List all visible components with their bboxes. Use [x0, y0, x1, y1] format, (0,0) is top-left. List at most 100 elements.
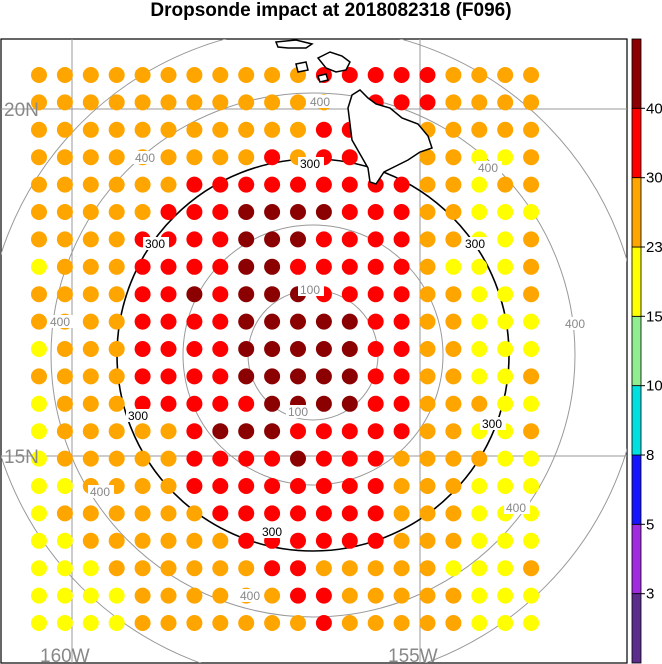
colorbar: 3 5 8 10 15 23 30 40	[631, 38, 662, 664]
impact-dot	[315, 532, 332, 549]
impact-dot	[82, 176, 99, 193]
impact-dot	[56, 204, 73, 220]
impact-dot	[471, 204, 488, 220]
impact-dot	[497, 67, 514, 83]
impact-dot	[160, 176, 177, 193]
impact-dot	[445, 231, 462, 248]
impact-dot	[212, 395, 229, 412]
impact-dot	[31, 615, 47, 631]
impact-dot	[160, 532, 177, 549]
impact-dot	[523, 121, 540, 138]
range-ring-200	[182, 224, 444, 486]
impact-dot	[186, 204, 203, 220]
impact-dot	[445, 450, 462, 467]
impact-dot	[56, 176, 73, 193]
impact-dot	[393, 368, 410, 385]
impact-dot	[56, 450, 73, 467]
impact-dot	[471, 532, 488, 549]
range-ring-label-bg	[463, 237, 489, 250]
impact-dot	[82, 341, 99, 357]
impact-dot	[445, 478, 462, 494]
impact-dot	[419, 67, 436, 83]
colorbar-label: 15	[646, 308, 662, 325]
impact-dot	[238, 149, 255, 166]
impact-dot	[82, 231, 99, 248]
impact-dot	[523, 450, 540, 467]
impact-dot	[31, 587, 47, 604]
range-ring-labels: 100 100 300 300 300 300 300 300 400 400 400 400 400 4…	[48, 95, 589, 603]
colorbar-segment	[631, 454, 642, 525]
impact-dot	[367, 341, 384, 357]
impact-dot	[290, 176, 306, 193]
map-frame	[0, 38, 628, 664]
colorbar-segment	[631, 315, 642, 386]
impact-dot	[134, 121, 151, 138]
impact-dot	[471, 615, 488, 631]
impact-dot	[134, 176, 151, 193]
impact-dot	[393, 286, 410, 303]
impact-dot	[186, 258, 203, 275]
impact-dot	[108, 121, 125, 138]
impact-dot	[341, 67, 358, 83]
impact-dot	[315, 368, 332, 385]
range-ring-label-bg	[143, 237, 169, 250]
impact-dot	[523, 395, 540, 412]
molokai-shape	[274, 39, 314, 49]
big-island-shape	[347, 89, 433, 185]
impact-dot	[341, 258, 358, 275]
impact-dot	[315, 121, 332, 138]
impact-dot	[264, 395, 281, 412]
impact-dot	[419, 231, 436, 248]
impact-dot	[341, 286, 358, 303]
range-ring-label: 300	[300, 157, 320, 171]
impact-dot	[186, 615, 203, 631]
impact-dot	[419, 505, 436, 522]
impact-dot	[315, 341, 332, 357]
maui-shape	[316, 51, 351, 73]
impact-dot	[315, 478, 332, 494]
impact-dot	[212, 231, 229, 248]
lon-label-160w: 160W	[40, 646, 90, 664]
impact-dot	[186, 313, 203, 330]
impact-dot	[523, 176, 540, 193]
impact-dot	[212, 532, 229, 549]
impact-dot	[290, 615, 306, 631]
impact-dot	[186, 423, 203, 440]
impact-dot	[212, 423, 229, 440]
impact-dot	[264, 176, 281, 193]
impact-dot	[523, 532, 540, 549]
impact-dot	[160, 94, 177, 111]
impact-dot	[264, 587, 281, 604]
impact-dot	[212, 286, 229, 303]
impact-dot	[471, 560, 488, 577]
impact-dot	[160, 258, 177, 275]
impact-dot	[160, 368, 177, 385]
impact-dot	[419, 204, 436, 220]
impact-dot	[160, 204, 177, 220]
impact-dot	[212, 121, 229, 138]
impact-dot	[264, 423, 281, 440]
impact-dot	[264, 149, 281, 166]
colorbar-segment	[631, 177, 642, 248]
impact-dot	[238, 505, 255, 522]
impact-dot	[160, 560, 177, 577]
impact-dot	[341, 505, 358, 522]
impact-dot	[212, 176, 229, 193]
impact-dot	[160, 423, 177, 440]
impact-dot	[471, 368, 488, 385]
impact-dot	[341, 313, 358, 330]
impact-dot	[315, 587, 332, 604]
impact-dot	[186, 532, 203, 549]
impact-dot	[471, 313, 488, 330]
impact-dot	[212, 368, 229, 385]
colorbar-segment	[631, 38, 642, 109]
impact-dot	[186, 450, 203, 467]
impact-dot	[31, 450, 47, 467]
impact-dot	[315, 313, 332, 330]
impact-dot	[290, 423, 306, 440]
impact-dot	[186, 176, 203, 193]
impact-dot	[82, 587, 99, 604]
impact-dot	[419, 313, 436, 330]
impact-dot	[523, 94, 540, 111]
impact-dot	[393, 176, 410, 193]
